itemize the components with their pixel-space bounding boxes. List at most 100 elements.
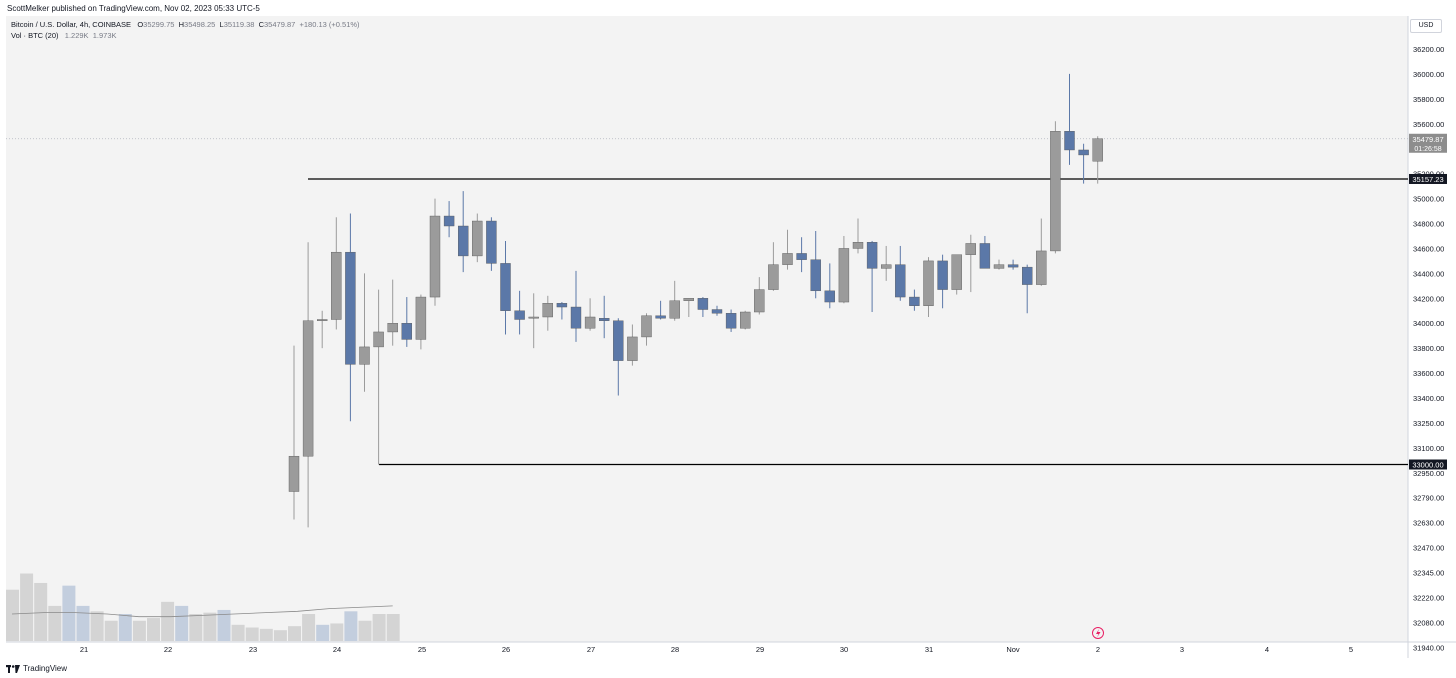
candle-body xyxy=(458,225,469,257)
y-tick-label: 35800.00 xyxy=(1413,95,1444,104)
legend-close-label: C xyxy=(258,20,265,29)
candle-body xyxy=(415,296,427,340)
candle-body xyxy=(1050,131,1061,252)
y-tick-label: 32220.00 xyxy=(1413,593,1444,602)
x-tick-label: 22 xyxy=(164,645,172,654)
candle-body xyxy=(852,242,864,249)
candle-body xyxy=(331,251,342,320)
y-tick-label: 36200.00 xyxy=(1413,45,1444,54)
x-tick-label: 3 xyxy=(1180,645,1184,654)
y-tick-label: 35000.00 xyxy=(1413,195,1444,204)
candle-body xyxy=(387,323,398,333)
candle-body xyxy=(1036,250,1047,285)
volume-bar xyxy=(372,614,386,641)
candle-body xyxy=(1064,131,1075,151)
volume-bar xyxy=(6,589,19,641)
candle-body xyxy=(683,298,694,301)
legend-open: 35299.75 xyxy=(143,20,175,29)
y-tick-label: 32950.00 xyxy=(1413,469,1444,478)
level-price-label: 35157.23 xyxy=(1412,175,1443,184)
alert-icon xyxy=(1092,627,1104,639)
volume-bar xyxy=(62,585,76,641)
candle-body xyxy=(429,215,441,298)
x-tick-label: 28 xyxy=(671,645,679,654)
candle-body xyxy=(697,298,709,310)
volume-bar xyxy=(316,624,330,641)
y-tick-label: 32470.00 xyxy=(1413,544,1444,553)
lightning-icon xyxy=(1096,629,1101,638)
candle-body xyxy=(655,315,666,319)
y-tick-label: 34000.00 xyxy=(1413,319,1444,328)
candle-body xyxy=(641,315,652,338)
level-price-tag xyxy=(1409,459,1447,470)
volume-bar xyxy=(217,609,231,641)
x-tick-label: 29 xyxy=(756,645,764,654)
candle-body xyxy=(669,300,680,319)
candle-body xyxy=(711,309,723,314)
volume-bar xyxy=(273,630,287,641)
candle-body xyxy=(345,251,356,365)
x-tick-label: 21 xyxy=(80,645,88,654)
legend-volume-label[interactable]: Vol · BTC (20) xyxy=(11,31,59,40)
y-tick-label: 32345.00 xyxy=(1413,569,1444,578)
y-tick-label: 36000.00 xyxy=(1413,70,1444,79)
tradingview-brand: TradingView xyxy=(23,664,68,673)
countdown-label: 01:26:58 xyxy=(1414,146,1441,153)
candle-body xyxy=(401,323,412,340)
x-tick-label: 5 xyxy=(1349,645,1353,654)
x-tick-label: 27 xyxy=(587,645,595,654)
last-price-label: 35479.87 xyxy=(1412,135,1443,144)
candle-body xyxy=(937,260,948,290)
volume-bar xyxy=(20,573,34,641)
legend-high: 35498.25 xyxy=(184,20,216,29)
y-tick-label: 32630.00 xyxy=(1413,519,1444,528)
legend-low: 35119.38 xyxy=(223,20,255,29)
y-tick-label: 33600.00 xyxy=(1413,369,1444,378)
candle-body xyxy=(584,316,596,329)
volume-bar xyxy=(344,611,358,641)
x-tick-label: 24 xyxy=(333,645,341,654)
candle-body xyxy=(810,259,821,292)
volume-bar xyxy=(48,605,62,641)
chart-legend: Bitcoin / U.S. Dollar, 4h, COINBASE O352… xyxy=(11,19,360,41)
y-tick-label: 33250.00 xyxy=(1413,419,1444,428)
candle-body xyxy=(288,455,300,492)
volume-bar xyxy=(189,614,203,641)
legend-low-label: L xyxy=(219,20,224,29)
publisher-text: ScottMelker published on TradingView.com… xyxy=(7,4,260,13)
candle-body xyxy=(895,264,906,298)
candle-body xyxy=(317,319,328,321)
x-tick-label: 30 xyxy=(840,645,848,654)
candle-body xyxy=(542,303,553,318)
tradingview-logo[interactable]: TradingView xyxy=(6,664,67,673)
volume-bar xyxy=(330,623,344,641)
candle-body xyxy=(613,320,624,361)
level-price-label: 33000.00 xyxy=(1412,461,1443,470)
candle-body xyxy=(486,220,497,264)
volume-bar xyxy=(203,612,217,641)
y-tick-label: 34400.00 xyxy=(1413,269,1444,278)
legend-symbol[interactable]: Bitcoin / U.S. Dollar, 4h, COINBASE xyxy=(11,20,132,29)
y-tick-label: 33100.00 xyxy=(1413,444,1444,453)
x-tick-label: 4 xyxy=(1265,645,1269,654)
candle-body xyxy=(782,253,793,265)
volume-bar xyxy=(231,624,245,641)
chart-plot-area[interactable] xyxy=(6,16,1408,642)
x-tick-label: 25 xyxy=(418,645,426,654)
currency-label[interactable]: USD xyxy=(1410,19,1442,33)
y-tick-label: 33400.00 xyxy=(1413,394,1444,403)
last-price-tag xyxy=(1409,133,1447,153)
volume-bar xyxy=(90,611,104,641)
candle-body xyxy=(627,336,638,361)
candle-body xyxy=(359,346,370,365)
candle-body xyxy=(302,320,314,457)
candle-body xyxy=(796,253,807,260)
volume-bar xyxy=(358,620,372,641)
candle-body xyxy=(993,264,1005,269)
legend-open-label: O xyxy=(137,20,144,29)
volume-bar xyxy=(104,620,118,641)
volume-bar xyxy=(147,618,160,641)
candle-body xyxy=(909,296,920,306)
candle-body xyxy=(472,220,483,257)
candle-body xyxy=(951,254,962,290)
